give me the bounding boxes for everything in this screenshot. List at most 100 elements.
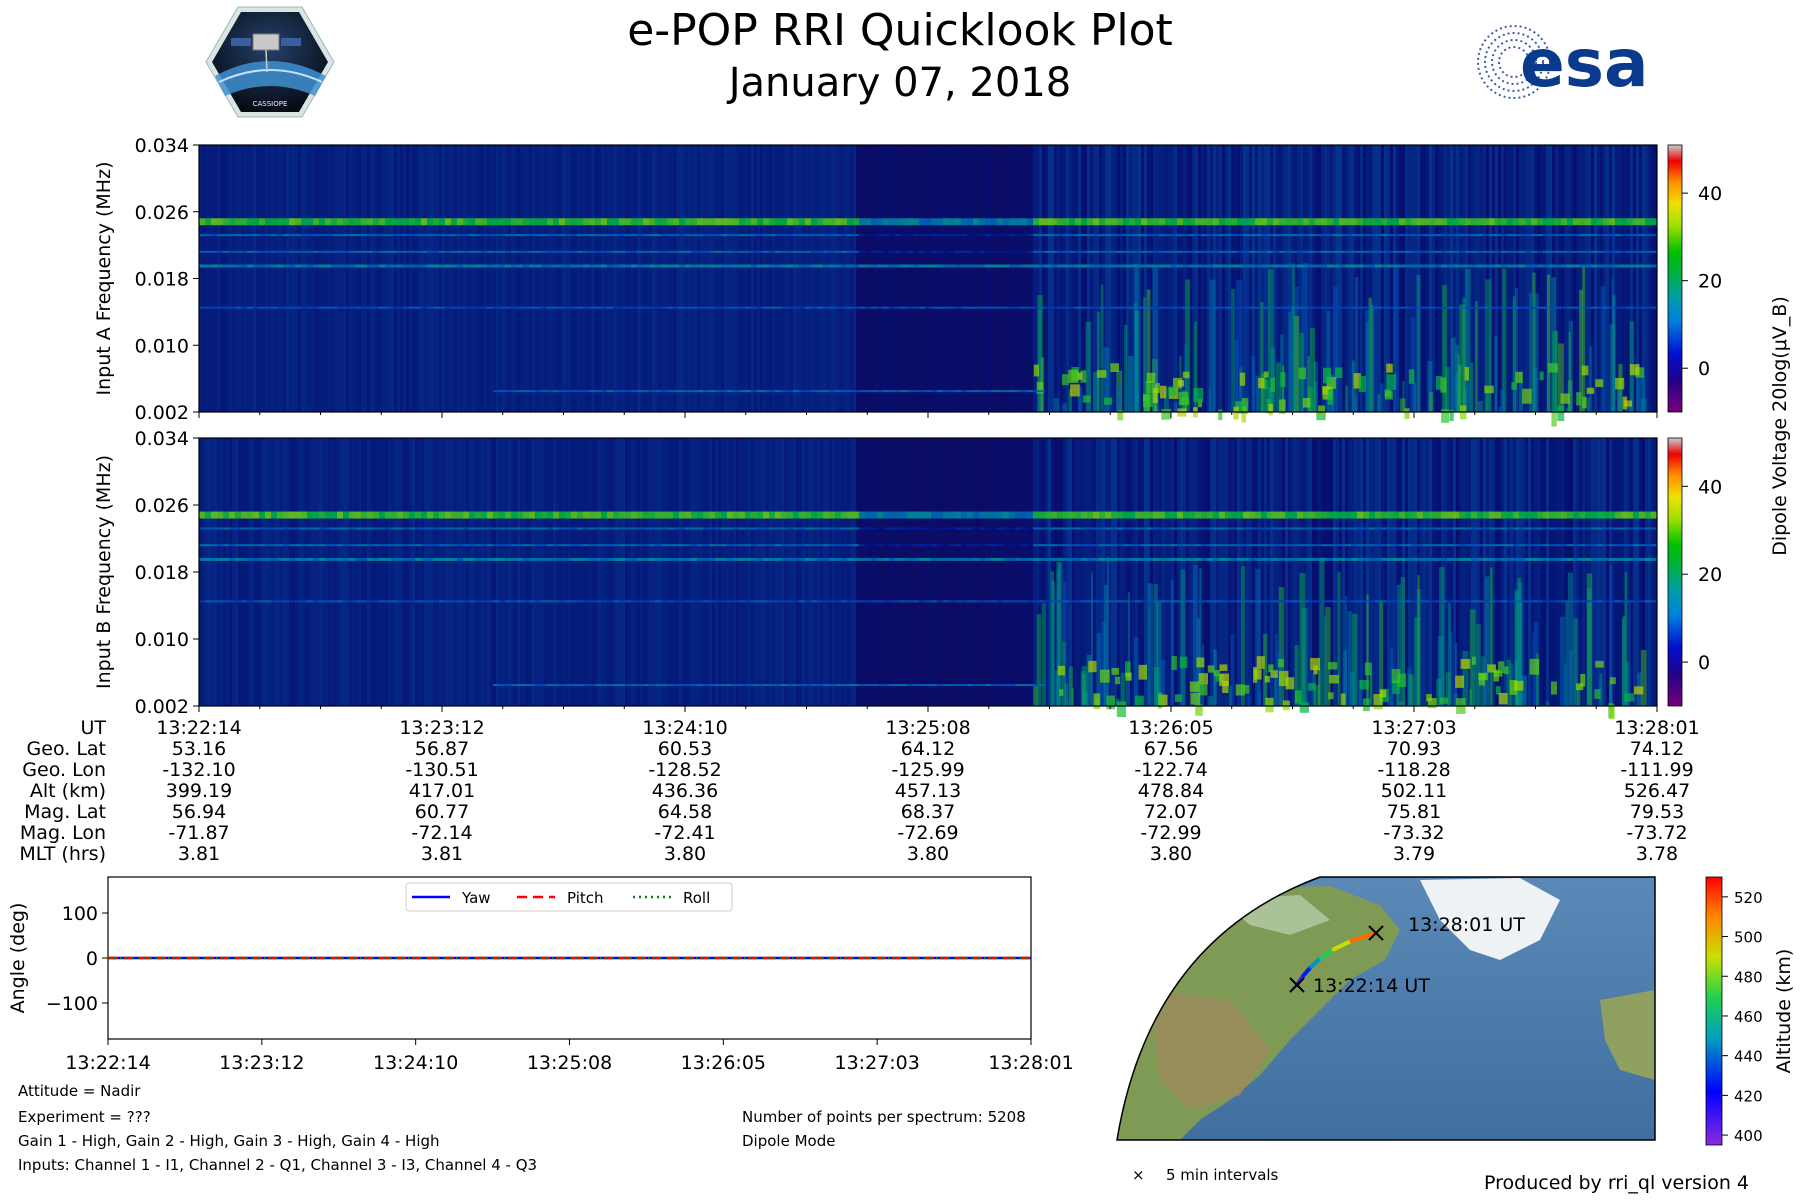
spectrogram-line — [523, 600, 529, 603]
spectrogram-line — [355, 600, 361, 603]
spectrogram-line — [1495, 234, 1501, 237]
spectrogram-line — [1471, 218, 1477, 226]
spectrogram-line — [457, 600, 463, 603]
spectrogram-line — [385, 234, 391, 237]
spectrogram-column — [1540, 438, 1543, 706]
spectrogram-column — [1495, 145, 1498, 412]
spectrogram-line — [361, 527, 367, 530]
spectrogram-blob — [1464, 366, 1469, 381]
spectrogram-line — [907, 306, 913, 309]
x-tick-label: 13:24:10 — [373, 1052, 458, 1074]
spectrogram-line — [1135, 234, 1141, 237]
spectrogram-column — [1084, 145, 1087, 412]
spectrogram-column — [1078, 438, 1081, 706]
spectrogram-line — [883, 544, 889, 547]
spectrogram-line — [1627, 250, 1633, 253]
spectrogram-line — [955, 600, 961, 603]
spectrogram-column — [550, 145, 553, 412]
spectrogram-line — [1309, 511, 1315, 519]
spectrogram-column — [1021, 438, 1024, 706]
spectrogram-line — [667, 306, 673, 309]
spectrogram-burst — [1344, 596, 1348, 706]
spectrogram-line — [1357, 544, 1363, 547]
spectrogram-line — [1567, 264, 1573, 268]
spectrogram-line — [1585, 306, 1591, 309]
spectrogram-line — [961, 250, 967, 253]
spectrogram-column — [634, 145, 637, 412]
orbit-value: 13:27:03 — [1371, 717, 1456, 739]
spectrogram-line — [1033, 218, 1039, 226]
spectrogram-column — [1402, 438, 1405, 706]
spectrogram-line — [937, 544, 943, 547]
spectrogram-line — [1009, 527, 1015, 530]
spectrogram-line — [895, 557, 901, 561]
spectrogram-column — [967, 438, 970, 706]
spectrogram-line — [1255, 527, 1261, 530]
spectrogram-line — [757, 600, 763, 603]
spectrogram-line — [301, 264, 307, 268]
spectrogram-column — [892, 438, 895, 706]
spectrogram-line — [1027, 544, 1033, 547]
spectrogram-blob — [1171, 656, 1177, 670]
spectrogram-column — [1024, 145, 1027, 412]
spectrogram-line — [1027, 306, 1033, 309]
spectrogram-line — [1309, 306, 1315, 309]
spectrogram-column — [898, 145, 901, 412]
spectrogram-line — [907, 544, 913, 547]
spectrogram-line — [253, 557, 259, 561]
spectrogram-line — [355, 527, 361, 530]
spectrogram-column — [1192, 145, 1195, 412]
spectrogram-column — [238, 438, 241, 706]
spectrogram-line — [583, 390, 589, 393]
spectrogram-line — [1633, 306, 1639, 309]
spectrogram-line — [655, 234, 661, 237]
spectrogram-line — [1291, 234, 1297, 237]
spectrogram-column — [1066, 145, 1069, 412]
spectrogram-line — [373, 557, 379, 561]
spectrogram-line — [1465, 600, 1471, 603]
spectrogram-line — [643, 511, 649, 519]
spectrogram-line — [577, 218, 583, 226]
spectrogram-column — [256, 438, 259, 706]
y-axis-label: Angle (deg) — [7, 903, 29, 1014]
spectrogram-line — [853, 390, 859, 393]
spectrogram-line — [715, 234, 721, 237]
spectrogram-column — [418, 438, 421, 706]
spectrogram-line — [211, 250, 217, 253]
spectrogram-column — [1333, 145, 1336, 412]
spectrogram-line — [865, 557, 871, 561]
spectrogram-column — [730, 145, 733, 412]
spectrogram-blob — [1207, 665, 1215, 673]
spectrogram-line — [835, 264, 841, 268]
spectrogram-line — [745, 218, 751, 226]
spectrogram-line — [955, 527, 961, 530]
spectrogram-line — [1039, 557, 1045, 561]
spectrogram-line — [529, 234, 535, 237]
spectrogram-column — [697, 145, 700, 412]
spectrogram-column — [214, 438, 217, 706]
spectrogram-line — [763, 684, 769, 687]
spectrogram-line — [1297, 527, 1303, 530]
spectrogram-line — [1171, 511, 1177, 519]
spectrogram-line — [475, 557, 481, 561]
spectrogram-line — [529, 218, 535, 226]
spectrogram-burst — [1056, 570, 1060, 706]
spectrogram-column — [217, 145, 220, 412]
spectrogram-column — [1417, 438, 1420, 706]
spectrogram-line — [361, 544, 367, 547]
spectrogram-line — [697, 511, 703, 519]
spectrogram-line — [235, 234, 241, 237]
spectrogram-column — [913, 438, 916, 706]
spectrogram-column — [589, 438, 592, 706]
spectrogram-burst — [1569, 649, 1573, 706]
spectrogram-column — [1084, 438, 1087, 706]
spectrogram-line — [625, 306, 631, 309]
page-subtitle: January 07, 2018 — [728, 60, 1072, 106]
spectrogram-line — [811, 390, 817, 393]
spectrogram-line — [817, 544, 823, 547]
orbit-value: -122.74 — [1134, 759, 1207, 781]
spectrogram-line — [331, 527, 337, 530]
spectrogram-line — [595, 390, 601, 393]
spectrogram-column — [1432, 145, 1435, 412]
spectrogram-line — [343, 511, 349, 519]
